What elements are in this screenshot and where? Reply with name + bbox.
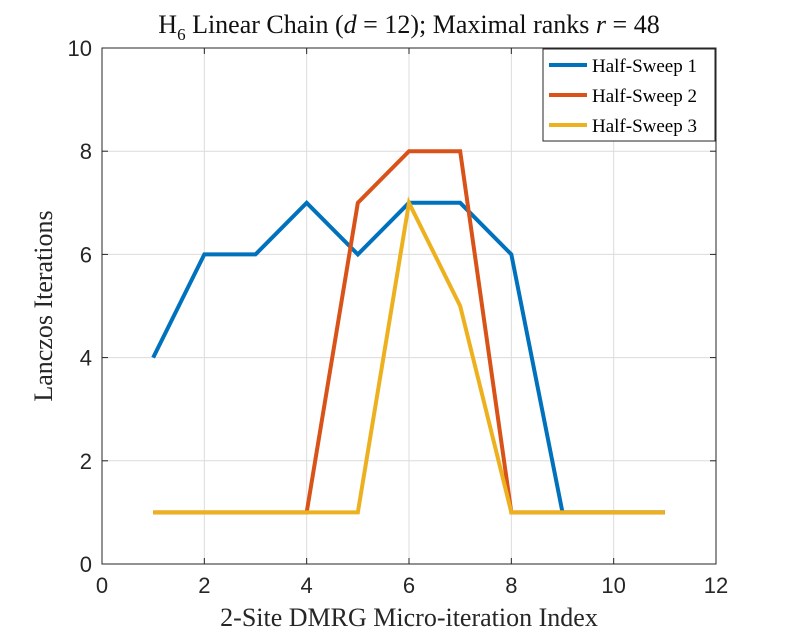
y-tick-label: 6 (80, 242, 92, 267)
x-tick-label: 6 (403, 573, 415, 598)
axis-ticks: 0 2 4 6 8 10 12 0 2 4 6 8 10 (68, 36, 729, 598)
title-r-value: = 48 (606, 10, 660, 39)
x-tick-label: 10 (601, 573, 625, 598)
x-tick-label: 12 (704, 573, 728, 598)
y-tick-label: 0 (80, 552, 92, 577)
x-axis-label: 2-Site DMRG Micro-iteration Index (220, 603, 598, 632)
series-lines (151, 149, 665, 515)
y-tick-label: 2 (80, 449, 92, 474)
x-tick-label: 0 (96, 573, 108, 598)
chart-title: H6 Linear Chain (d = 12); Maximal ranks … (158, 10, 659, 44)
y-axis-label: Lanczos Iterations (29, 210, 58, 401)
title-d-value: = 12); Maximal ranks (357, 10, 596, 39)
legend-label: Half-Sweep 3 (592, 116, 697, 137)
title-r-symbol: r (596, 10, 607, 39)
y-tick-label: 4 (80, 346, 92, 371)
y-tick-label: 8 (80, 139, 92, 164)
x-tick-label: 8 (505, 573, 517, 598)
x-tick-label: 4 (301, 573, 313, 598)
legend-label: Half-Sweep 2 (592, 86, 697, 107)
legend: Half-Sweep 1 Half-Sweep 2 Half-Sweep 3 (542, 48, 716, 142)
title-d-symbol: d (344, 10, 358, 39)
legend-label: Half-Sweep 1 (592, 56, 697, 77)
x-tick-label: 2 (198, 573, 210, 598)
title-middle: Linear Chain ( (186, 10, 344, 39)
title-subscript: 6 (177, 25, 186, 44)
title-prefix: H (158, 10, 177, 39)
y-tick-label: 10 (68, 36, 92, 61)
